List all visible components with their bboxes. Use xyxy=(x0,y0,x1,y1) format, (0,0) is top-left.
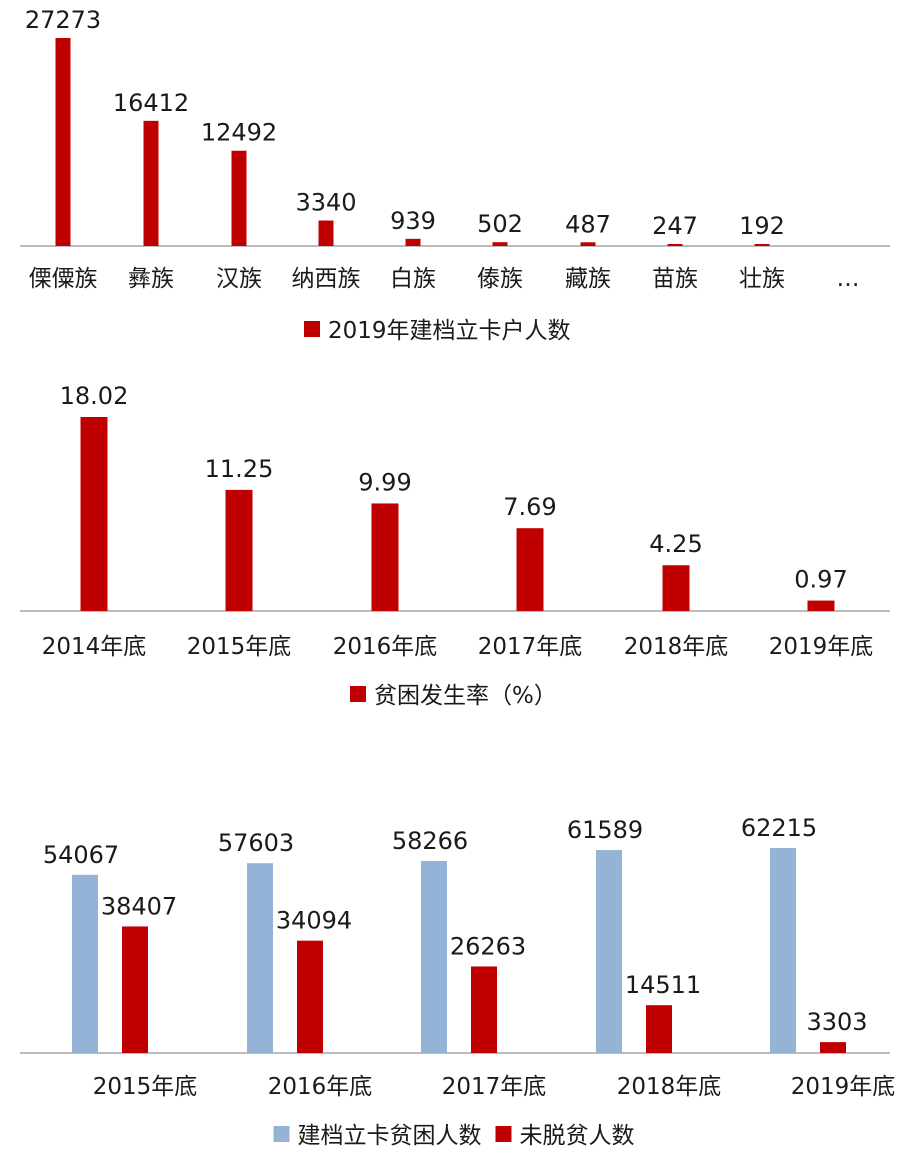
data-label: 18.02 xyxy=(60,382,129,410)
data-label: 502 xyxy=(477,210,523,238)
data-label: 939 xyxy=(390,207,436,235)
chart-3: 2015年底 54067 38407 2016年底 57603 34094 2017年底 58… xyxy=(20,814,895,1149)
category-label: 白族 xyxy=(390,266,436,292)
legend-swatch xyxy=(273,1126,290,1142)
data-label: 34094 xyxy=(276,907,352,935)
category-label: 2016年底 xyxy=(268,1074,373,1100)
category-label: 傈僳族 xyxy=(29,266,98,292)
bar xyxy=(225,489,253,611)
bar xyxy=(122,926,148,1053)
bar xyxy=(516,528,544,611)
bar xyxy=(662,565,690,611)
bar xyxy=(667,244,683,246)
bar xyxy=(297,940,323,1053)
category-label: 傣族 xyxy=(477,266,523,292)
bar xyxy=(421,861,447,1053)
category-label: 2014年底 xyxy=(42,634,147,660)
legend-label: 未脱贫人数 xyxy=(520,1123,635,1149)
category-label: 2015年底 xyxy=(93,1074,198,1100)
category-label: 2018年底 xyxy=(617,1074,722,1100)
category-label: 苗族 xyxy=(652,266,698,292)
bar xyxy=(770,848,796,1053)
bar xyxy=(80,417,108,611)
data-label: 61589 xyxy=(567,816,643,844)
data-label: 4.25 xyxy=(649,530,702,558)
bar xyxy=(646,1005,672,1053)
bar xyxy=(596,850,622,1053)
category-label: 2017年底 xyxy=(478,634,583,660)
bar xyxy=(471,966,497,1053)
bar xyxy=(371,503,399,611)
category-label: 纳西族 xyxy=(292,266,361,292)
data-label: 9.99 xyxy=(358,468,411,496)
category-label: 2017年底 xyxy=(442,1074,547,1100)
category-label: 汉族 xyxy=(216,266,262,292)
data-label: 38407 xyxy=(101,892,177,920)
category-label: 藏族 xyxy=(565,266,611,292)
chart-2: 2014年底 18.02 2015年底 11.25 2016年底 9.99 2017年底 7.… xyxy=(20,382,890,709)
legend-swatch xyxy=(350,686,366,702)
chart-1: 傈僳族 27273 彝族 16412 汉族 12492 纳西族 3340 白族 939 傣族 502 藏… xyxy=(20,6,890,344)
category-label: 2019年底 xyxy=(769,634,874,660)
data-label: 14511 xyxy=(625,971,701,999)
data-label: 3303 xyxy=(806,1008,867,1036)
legend-label: 贫困发生率（%） xyxy=(374,683,557,709)
data-label: 26263 xyxy=(450,932,526,960)
category-label: 2016年底 xyxy=(333,634,438,660)
legend-label: 2019年建档立卡户人数 xyxy=(328,318,571,344)
bar xyxy=(820,1042,846,1053)
data-label: 57603 xyxy=(218,829,294,857)
category-label: 壮族 xyxy=(739,266,785,292)
bar xyxy=(231,150,247,246)
data-label: 62215 xyxy=(741,814,817,842)
category-label: 2019年底 xyxy=(791,1074,896,1100)
data-label: 247 xyxy=(652,212,698,240)
category-label: 2018年底 xyxy=(624,634,729,660)
data-label: 27273 xyxy=(25,6,101,34)
category-label: … xyxy=(837,266,860,292)
data-label: 7.69 xyxy=(503,493,556,521)
legend-label: 建档立卡贫困人数 xyxy=(298,1123,482,1149)
data-label: 11.25 xyxy=(205,455,274,483)
data-label: 58266 xyxy=(392,827,468,855)
bar xyxy=(143,120,159,246)
bar xyxy=(492,242,508,246)
legend-swatch xyxy=(304,321,320,337)
legend-swatch xyxy=(495,1126,512,1142)
data-label: 192 xyxy=(739,212,785,240)
bar xyxy=(55,38,71,246)
data-label: 0.97 xyxy=(794,566,847,594)
bar xyxy=(405,238,421,246)
data-label: 3340 xyxy=(295,189,356,217)
data-label: 16412 xyxy=(113,89,189,117)
bar xyxy=(318,220,334,246)
bar xyxy=(754,244,770,246)
category-label: 彝族 xyxy=(128,266,174,292)
data-label: 487 xyxy=(565,210,611,238)
bar xyxy=(580,242,596,246)
data-label: 54067 xyxy=(43,841,119,869)
bar xyxy=(247,863,273,1053)
category-label: 2015年底 xyxy=(187,634,292,660)
bar xyxy=(807,600,835,611)
bar xyxy=(72,874,98,1053)
data-label: 12492 xyxy=(201,119,277,147)
